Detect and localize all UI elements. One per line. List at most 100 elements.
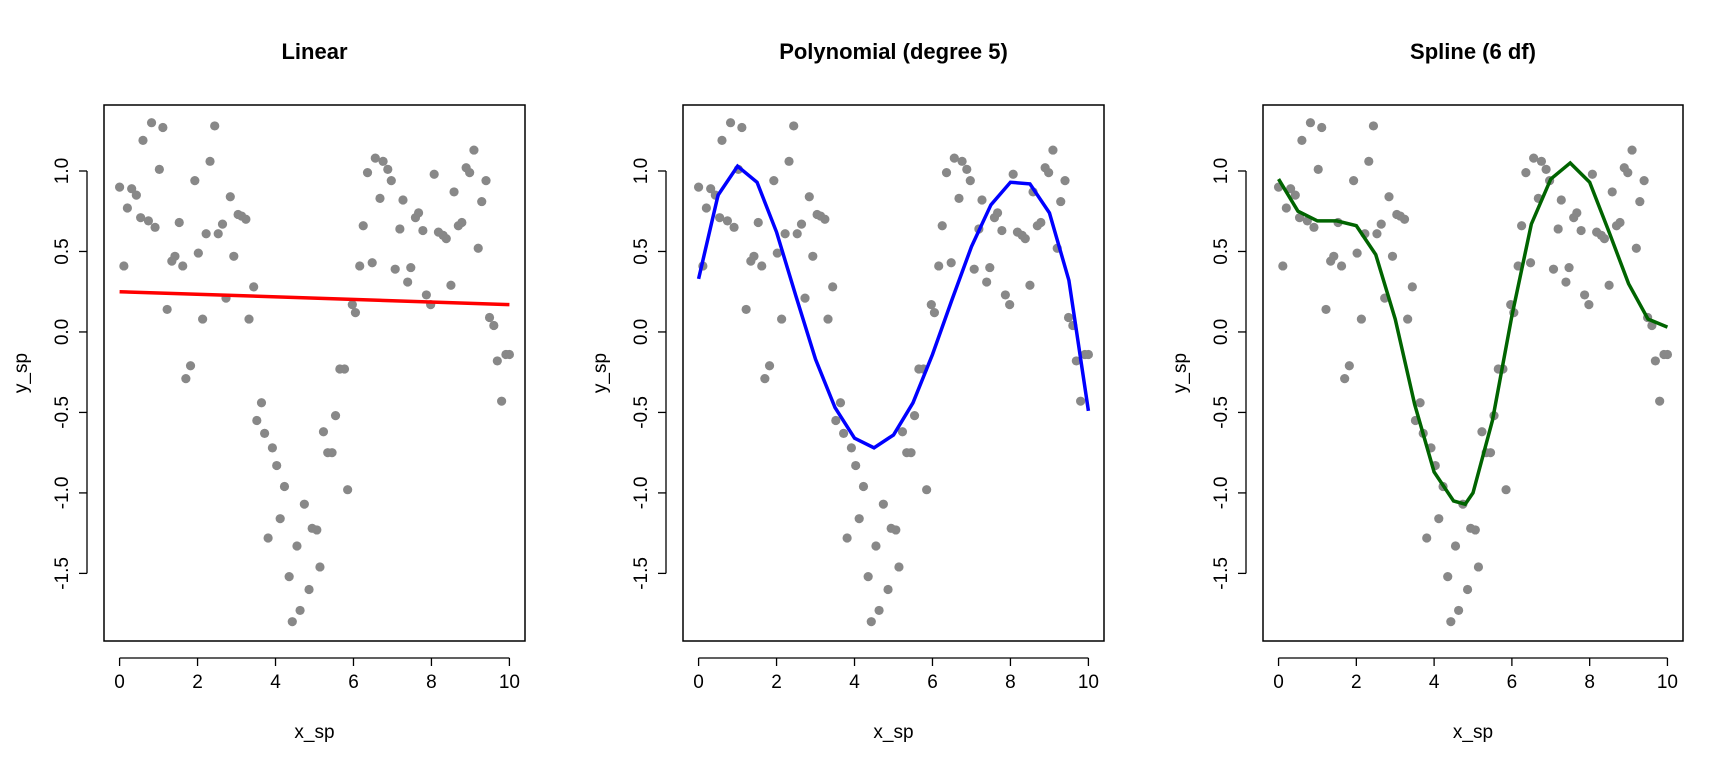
data-point (457, 217, 467, 228)
data-point (1631, 243, 1641, 253)
data-point (977, 195, 987, 205)
data-point (894, 562, 904, 572)
data-point (1387, 251, 1398, 261)
data-point (792, 229, 802, 239)
data-point (926, 299, 936, 310)
data-point (1290, 190, 1300, 200)
data-point (497, 396, 507, 406)
data-point (992, 208, 1003, 218)
data-point (769, 176, 779, 186)
data-point (441, 233, 451, 244)
data-point (1399, 214, 1410, 224)
x-tick-label: 6 (1507, 672, 1518, 693)
data-point (1063, 312, 1074, 323)
panel: Linear x_sp y_sp 0 2 4 6 8 10 -1.5 -1.0 -0.5 0.0 0.5 1… (11, 39, 526, 743)
data-point (201, 229, 211, 239)
data-point (395, 224, 405, 234)
data-point (808, 251, 818, 261)
x-tick-label: 2 (192, 672, 203, 693)
data-point (701, 203, 711, 213)
data-point (1020, 233, 1030, 244)
data-point (370, 153, 380, 163)
data-point (406, 262, 416, 273)
data-point (1403, 314, 1413, 324)
data-point (777, 314, 787, 324)
data-point (114, 182, 125, 192)
x-tick-label: 0 (1273, 672, 1284, 693)
data-point (154, 164, 164, 174)
data-point (367, 258, 377, 268)
y-tick-label: -1.0 (1211, 477, 1232, 510)
data-point (403, 277, 413, 287)
data-point (906, 448, 916, 458)
data-point (295, 605, 305, 616)
data-point (1321, 304, 1331, 315)
data-point (831, 415, 841, 426)
y-tick-label: -0.5 (1211, 396, 1232, 429)
data-point (846, 443, 857, 453)
data-point (784, 156, 794, 166)
data-point (398, 195, 408, 205)
fit-line (119, 289, 510, 307)
data-point (1025, 280, 1035, 290)
data-point (287, 617, 297, 627)
data-point (1364, 156, 1374, 166)
data-point (772, 248, 782, 258)
data-point (922, 485, 932, 495)
x-axis-label: x_sp (294, 722, 334, 743)
data-point (1584, 299, 1594, 310)
data-point (1076, 396, 1086, 406)
data-point (1635, 196, 1645, 207)
data-point (465, 168, 475, 178)
data-point (891, 525, 901, 535)
x-tick-label: 0 (114, 672, 125, 693)
data-point (1036, 217, 1046, 228)
data-point (1000, 290, 1010, 300)
y-tick-label: -0.5 (631, 396, 652, 429)
data-point (1462, 584, 1473, 595)
x-tick-label: 6 (927, 672, 938, 693)
data-point (835, 398, 846, 408)
data-point (1556, 195, 1566, 205)
data-point (1281, 203, 1291, 213)
data-point (1536, 156, 1547, 166)
data-point (1368, 121, 1379, 131)
data-point (1548, 264, 1559, 274)
data-point (249, 282, 259, 292)
data-point (1278, 261, 1288, 271)
data-point (449, 187, 459, 197)
data-point (854, 514, 864, 524)
y-tick-label: -1.5 (1211, 557, 1232, 590)
data-point (1553, 224, 1563, 234)
y-tick-label: -0.5 (52, 396, 73, 429)
data-point (1286, 184, 1296, 194)
data-point (272, 460, 282, 471)
data-point (749, 251, 759, 261)
data-point (205, 156, 215, 166)
data-point (267, 443, 277, 453)
data-point (946, 258, 956, 268)
data-point (350, 308, 361, 318)
fit-line (1277, 160, 1669, 507)
y-tick-label: 0.5 (52, 238, 73, 264)
data-point (1356, 314, 1366, 324)
x-tick-label: 8 (1005, 672, 1016, 693)
plot-frame (103, 104, 526, 642)
data-point (1083, 349, 1094, 360)
data-point (1572, 208, 1582, 218)
data-point (1344, 361, 1354, 371)
data-point (279, 481, 290, 492)
data-point (1521, 168, 1531, 178)
data-point (481, 176, 491, 186)
data-point (146, 118, 157, 128)
data-point (390, 264, 400, 274)
data-point (119, 261, 129, 271)
data-point (170, 251, 180, 261)
data-point (1434, 514, 1444, 524)
data-point (1473, 562, 1484, 572)
data-point (1587, 169, 1597, 179)
y-tick-label: 0.0 (1211, 319, 1232, 345)
data-point (839, 428, 849, 438)
data-point (1407, 282, 1417, 292)
data-point (985, 262, 995, 273)
